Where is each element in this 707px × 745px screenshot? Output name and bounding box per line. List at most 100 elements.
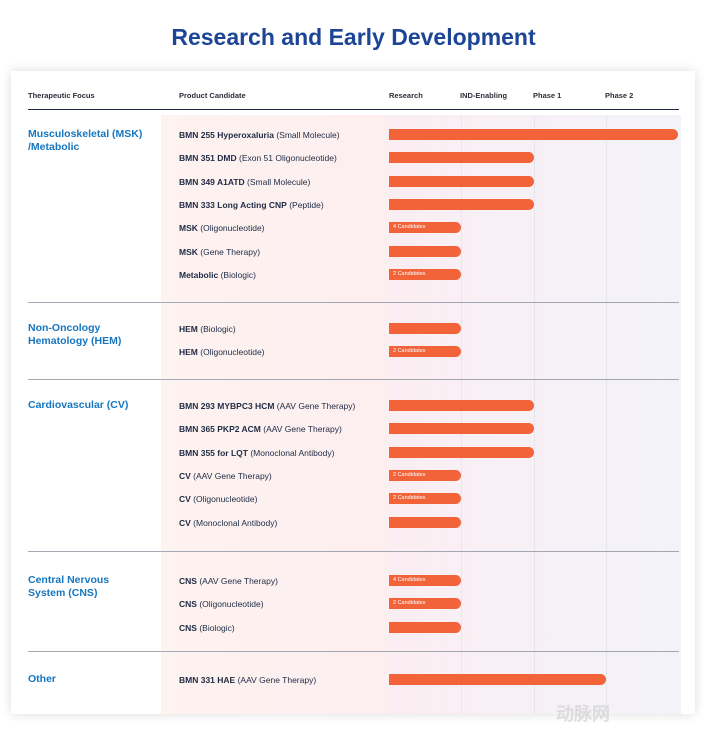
header-product-candidate: Product Candidate — [179, 91, 246, 100]
stage-progress-bar — [389, 245, 462, 257]
stage-progress-bar — [389, 446, 534, 458]
stage-progress-bar — [389, 516, 462, 528]
candidate-name: CV — [179, 494, 191, 505]
candidate-modality: (Biologic) — [196, 622, 235, 633]
group-divider — [28, 551, 679, 552]
product-candidate-label: CV (AAV Gene Therapy) — [179, 471, 272, 481]
stage-progress-bar: 4 Candidates — [389, 222, 462, 234]
therapeutic-focus-label: Musculoskeletal (MSK) /Metabolic — [28, 128, 143, 153]
candidate-count-badge: 2 Candidates — [393, 471, 426, 478]
candidate-modality: (AAV Gene Therapy) — [235, 675, 317, 685]
header-divider — [28, 109, 679, 110]
stage-progress-bar — [389, 129, 678, 140]
group-divider — [28, 651, 679, 652]
candidate-name: BMN 293 MYBPC3 HCM — [179, 401, 275, 411]
candidate-name: HEM — [179, 324, 198, 334]
candidate-name: CNS — [179, 576, 197, 586]
header-stage-research: Research — [389, 91, 423, 100]
candidate-count-badge: 4 Candidates — [393, 577, 426, 583]
stage-progress-bar: 2 Candidates — [389, 346, 462, 358]
candidate-name: BMN 349 A1ATD — [179, 176, 245, 187]
candidate-modality: (Peptide) — [286, 199, 324, 210]
header-stage-ind-enabling: IND-Enabling — [460, 91, 508, 100]
therapeutic-focus-label: Cardiovascular (CV) — [28, 399, 129, 411]
stage-column-divider — [461, 115, 463, 714]
stage-progress-bar — [389, 152, 534, 164]
candidate-name: HEM — [179, 347, 198, 358]
stage-progress-bar: 4 Candidates — [389, 575, 462, 586]
candidate-count-badge: 2 Candidates — [393, 495, 426, 502]
product-candidate-label: CNS (AAV Gene Therapy) — [179, 576, 278, 586]
candidate-count-badge: 4 Candidates — [393, 224, 426, 231]
product-candidate-label: BMN 255 Hyperoxaluria (Small Molecule) — [179, 130, 340, 140]
therapeutic-focus-label: Other — [28, 673, 57, 685]
stage-progress-bar — [389, 674, 606, 685]
product-candidate-label: BMN 331 HAE (AAV Gene Therapy) — [179, 675, 316, 685]
candidate-name: MSK — [179, 223, 198, 234]
product-candidate-label: MSK (Oligonucleotide) — [179, 223, 265, 233]
product-candidate-label: BMN 355 for LQT (Monoclonal Antibody) — [179, 448, 334, 458]
product-candidate-label: BMN 365 PKP2 ACM (AAV Gene Therapy) — [179, 424, 342, 434]
candidate-modality: (Oligonucleotide) — [197, 347, 265, 358]
candidate-name: CNS — [179, 599, 197, 610]
candidate-name: BMN 333 Long Acting CNP — [179, 199, 287, 210]
candidate-name: CNS — [179, 622, 197, 633]
candidate-modality: (AAV Gene Therapy) — [260, 424, 342, 435]
header-stage-phase-2: Phase 2 — [605, 91, 634, 100]
product-candidate-label: CNS (Biologic) — [179, 623, 235, 633]
stage-progress-bar: 2 Candidates — [389, 493, 462, 505]
stage-column-divider — [605, 115, 607, 714]
product-candidate-label: CV (Monoclonal Antibody) — [179, 518, 277, 528]
group-divider — [28, 379, 679, 380]
therapeutic-focus-label: Central Nervous System (CNS) — [28, 574, 110, 599]
candidate-name: MSK — [179, 246, 198, 257]
candidate-name: Metabolic — [179, 269, 219, 280]
product-candidate-label: CV (Oligonucleotide) — [179, 494, 257, 504]
candidate-modality: (Small Molecule) — [273, 130, 340, 140]
candidate-modality: (Oligonucleotide) — [196, 599, 264, 610]
page-title: Research and Early Development — [171, 24, 536, 50]
stage-progress-bar — [389, 198, 534, 210]
stage-progress-bar: 2 Candidates — [389, 268, 462, 280]
stage-progress-bar: 2 Candidates — [389, 469, 462, 481]
candidate-modality: (AAV Gene Therapy) — [190, 470, 272, 481]
product-candidate-label: CNS (Oligonucleotide) — [179, 599, 264, 609]
stage-progress-bar — [389, 175, 534, 187]
candidate-modality: (AAV Gene Therapy) — [196, 576, 278, 586]
candidate-count-badge: 2 Candidates — [393, 270, 426, 277]
candidate-modality: (Monoclonal Antibody) — [190, 517, 278, 528]
candidate-count-badge: 2 Candidates — [393, 348, 426, 355]
pipeline-table: Therapeutic Focus Product Candidate Rese… — [11, 71, 695, 714]
product-candidate-label: BMN 351 DMD (Exon 51 Oligonucleotide) — [179, 153, 337, 163]
candidate-modality: (Gene Therapy) — [197, 246, 261, 257]
candidate-name: BMN 365 PKP2 ACM — [179, 424, 261, 435]
product-candidate-label: BMN 349 A1ATD (Small Molecule) — [179, 177, 310, 187]
candidate-modality: (AAV Gene Therapy) — [274, 401, 356, 411]
product-candidate-label: HEM (Biologic) — [179, 324, 236, 334]
header-therapeutic-focus: Therapeutic Focus — [28, 91, 95, 100]
candidate-count-badge: 2 Candidates — [393, 600, 426, 607]
candidate-modality: (Monoclonal Antibody) — [247, 447, 335, 458]
group-divider — [28, 302, 679, 303]
therapeutic-focus-label: Non-Oncology Hematology (HEM) — [28, 322, 122, 347]
stage-progress-bar — [389, 621, 462, 633]
product-candidate-label: Metabolic (Biologic) — [179, 270, 256, 280]
candidate-name: BMN 255 Hyperoxaluria — [179, 130, 274, 140]
candidate-name: BMN 355 for LQT — [179, 447, 248, 458]
stage-column-divider — [533, 115, 535, 714]
candidate-modality: (Biologic) — [218, 269, 256, 280]
stage-progress-bar — [389, 323, 462, 334]
stage-progress-bar: 2 Candidates — [389, 598, 462, 610]
candidate-modality: (Small Molecule) — [244, 176, 311, 187]
candidate-modality: (Exon 51 Oligonucleotide) — [236, 153, 337, 164]
stage-track-background — [389, 115, 681, 714]
candidate-name: CV — [179, 517, 191, 528]
stage-progress-bar — [389, 400, 534, 411]
candidate-name: CV — [179, 470, 191, 481]
product-candidate-label: MSK (Gene Therapy) — [179, 247, 260, 257]
product-candidate-label: BMN 333 Long Acting CNP (Peptide) — [179, 200, 324, 210]
candidate-column-background — [161, 115, 389, 714]
candidate-modality: (Biologic) — [197, 324, 236, 334]
product-candidate-label: BMN 293 MYBPC3 HCM (AAV Gene Therapy) — [179, 401, 355, 411]
candidate-modality: (Oligonucleotide) — [190, 494, 258, 505]
